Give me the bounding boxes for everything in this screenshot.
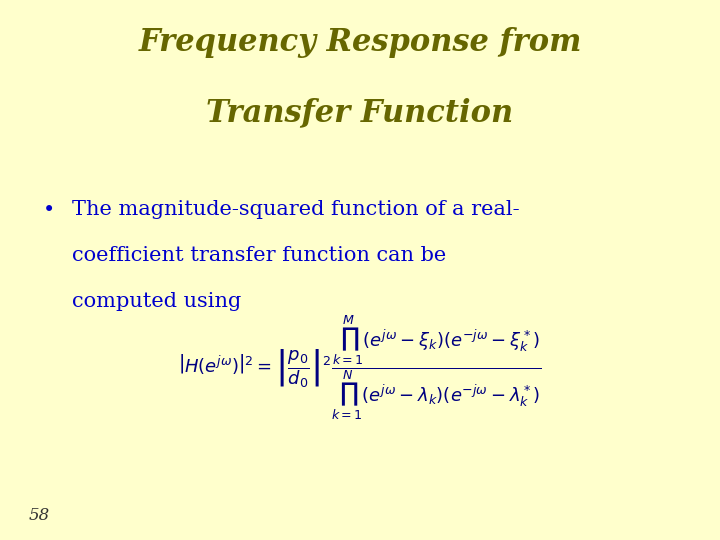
Text: 58: 58 xyxy=(29,507,50,524)
Text: Transfer Function: Transfer Function xyxy=(207,97,513,128)
Text: computed using: computed using xyxy=(72,292,241,310)
Text: •: • xyxy=(43,200,55,220)
Text: coefficient transfer function can be: coefficient transfer function can be xyxy=(72,246,446,265)
Text: The magnitude-squared function of a real-: The magnitude-squared function of a real… xyxy=(72,200,520,219)
Text: $\left|H(e^{j\omega})\right|^2 = \left|\dfrac{p_0}{d_0}\right|^2 \dfrac{\prod_{k: $\left|H(e^{j\omega})\right|^2 = \left|\… xyxy=(178,313,542,422)
Text: Frequency Response from: Frequency Response from xyxy=(138,27,582,58)
